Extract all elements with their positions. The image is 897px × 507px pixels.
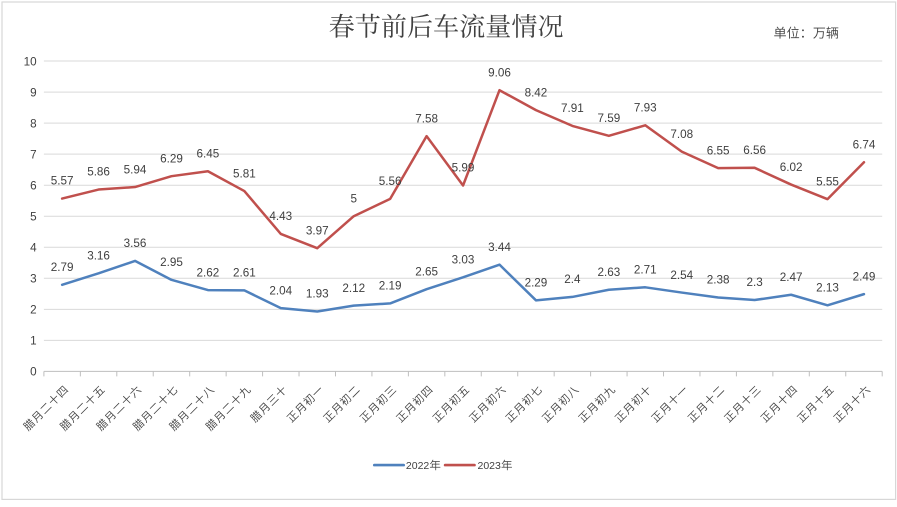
svg-text:2.3: 2.3 (747, 276, 763, 289)
svg-text:2.65: 2.65 (415, 265, 438, 278)
svg-text:0: 0 (30, 366, 37, 379)
svg-text:5.57: 5.57 (51, 175, 74, 188)
svg-text:6: 6 (30, 179, 37, 192)
svg-text:5.81: 5.81 (233, 167, 256, 180)
svg-text:2.61: 2.61 (233, 267, 256, 280)
svg-text:8.42: 8.42 (525, 86, 548, 99)
svg-text:1: 1 (30, 335, 37, 348)
svg-text:6.29: 6.29 (160, 152, 183, 165)
svg-text:3.03: 3.03 (452, 254, 475, 267)
svg-text:5.99: 5.99 (452, 162, 475, 175)
svg-text:5.94: 5.94 (124, 163, 147, 176)
svg-text:7.59: 7.59 (597, 112, 620, 125)
svg-text:2.13: 2.13 (816, 282, 839, 295)
svg-text:2: 2 (30, 304, 37, 317)
svg-text:4: 4 (30, 242, 37, 255)
svg-text:5.56: 5.56 (379, 175, 402, 188)
svg-text:2.12: 2.12 (342, 282, 365, 295)
svg-text:2.38: 2.38 (707, 274, 730, 287)
svg-text:7.91: 7.91 (561, 102, 584, 115)
svg-text:5: 5 (350, 192, 357, 205)
svg-text:3.56: 3.56 (124, 237, 147, 250)
svg-text:2.63: 2.63 (597, 266, 620, 279)
svg-text:2.49: 2.49 (853, 270, 876, 283)
svg-text:4.43: 4.43 (269, 210, 292, 223)
svg-text:2.4: 2.4 (564, 273, 581, 286)
svg-text:3.97: 3.97 (306, 224, 329, 237)
svg-text:9: 9 (30, 86, 37, 99)
svg-text:3.44: 3.44 (488, 241, 511, 254)
svg-text:1.93: 1.93 (306, 288, 329, 301)
svg-text:5.86: 5.86 (87, 166, 110, 179)
svg-text:6.55: 6.55 (707, 144, 730, 157)
svg-text:3: 3 (30, 273, 37, 286)
svg-text:9.06: 9.06 (488, 66, 511, 79)
svg-text:2.79: 2.79 (51, 261, 74, 274)
svg-text:2.62: 2.62 (197, 266, 220, 279)
svg-text:10: 10 (24, 55, 38, 68)
svg-text:2.04: 2.04 (269, 284, 292, 297)
svg-text:7.93: 7.93 (634, 101, 657, 114)
svg-text:3.16: 3.16 (87, 250, 110, 263)
svg-text:6.02: 6.02 (780, 161, 803, 174)
svg-text:2.19: 2.19 (379, 280, 402, 293)
svg-text:2.47: 2.47 (780, 271, 803, 284)
svg-text:6.74: 6.74 (853, 138, 876, 151)
svg-text:5.55: 5.55 (816, 175, 839, 188)
svg-text:2.71: 2.71 (634, 264, 657, 277)
svg-text:8: 8 (30, 117, 37, 130)
svg-text:2023: 2023 (478, 460, 502, 472)
svg-text:7: 7 (30, 148, 37, 161)
svg-text:7.08: 7.08 (670, 128, 693, 141)
svg-text:2.95: 2.95 (160, 256, 183, 269)
svg-text:6.56: 6.56 (743, 144, 766, 157)
svg-text:2022: 2022 (406, 460, 430, 472)
svg-text:2.54: 2.54 (670, 269, 693, 282)
svg-text:7.58: 7.58 (415, 112, 438, 125)
svg-text:2.29: 2.29 (525, 277, 548, 290)
svg-text:5: 5 (30, 210, 37, 223)
svg-text:6.45: 6.45 (197, 147, 220, 160)
